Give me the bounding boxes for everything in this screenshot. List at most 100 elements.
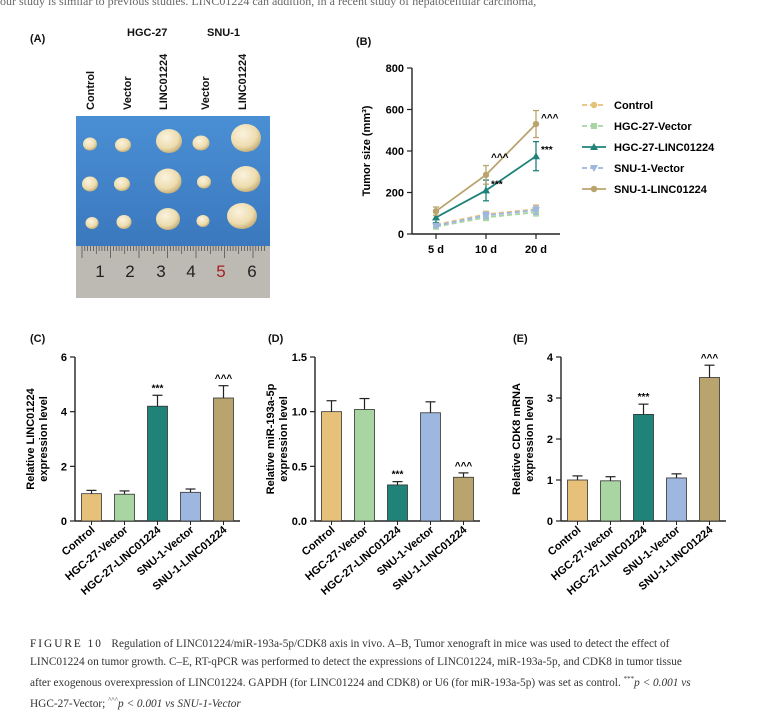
legend-label: SNU-1-Vector — [614, 163, 685, 175]
x-tick-label: 10 d — [475, 244, 497, 256]
bar — [213, 397, 234, 522]
y-tick-label: 800 — [386, 63, 404, 75]
data-point — [590, 101, 598, 109]
column-label-control: Control — [85, 70, 97, 110]
significance-label: *** — [392, 470, 404, 481]
bar — [567, 479, 588, 522]
significance-label: ^^^ — [491, 152, 509, 163]
bar — [180, 491, 201, 522]
svg-text:4: 4 — [186, 262, 195, 281]
panel-label-c: (C) — [30, 333, 46, 345]
bar — [420, 412, 441, 522]
caption-line-4-tail: p < 0.001 vs SNU-1-Vector — [117, 698, 241, 711]
group-label-hgc27: HGC-27 — [127, 27, 168, 39]
column-label-hgc-vector: Vector — [122, 76, 134, 110]
data-point — [590, 185, 598, 193]
data-point — [432, 222, 440, 230]
caption-line-3: after exogenous overexpression of LINC01… — [30, 676, 621, 689]
y-tick-label: 400 — [386, 146, 404, 158]
panel-label-a: (A) — [30, 33, 46, 45]
bar — [321, 411, 342, 522]
svg-text:5: 5 — [216, 262, 225, 281]
svg-text:6: 6 — [247, 262, 256, 281]
caption-sig-1: *** — [623, 675, 635, 683]
significance-label: ^^^ — [541, 113, 559, 124]
y-tick-label: 600 — [386, 105, 404, 117]
y-tick-label: 4 — [547, 352, 554, 364]
svg-text:3: 3 — [156, 262, 165, 281]
mir193a-bar-chart: 0.0 0.5 1.0 1.5 Relative miR-193a-5pexpressi… — [265, 352, 480, 598]
y-tick-label: 2 — [547, 434, 553, 446]
y-tick-label: 0 — [398, 229, 404, 241]
y-axis-label: Relative CDK8 mRNAexpression level — [511, 383, 536, 495]
y-axis-label-line: expression level — [38, 396, 50, 482]
caption-sig-2: ^^^ — [108, 696, 118, 705]
bar — [453, 476, 474, 522]
bar — [354, 409, 375, 522]
column-label-hgc-linc: LINC01224 — [158, 53, 170, 110]
legend-label: HGC-27-Vector — [614, 121, 692, 133]
y-axis-label-line: expression level — [278, 396, 290, 482]
y-axis-label: Tumor size (mm³) — [361, 105, 373, 196]
y-tick-label: 2 — [61, 461, 67, 473]
legend-label: SNU-1-LINC01224 — [614, 184, 708, 196]
significance-label: *** — [541, 145, 553, 156]
tumor-xenograft-photo: 1 2 3 4 5 6 — [76, 116, 270, 298]
y-axis-label: Relative LINC01224expression level — [25, 387, 50, 489]
y-tick-label: 1 — [547, 475, 553, 487]
caption-line-2: LINC01224 on tumor growth. C–E, RT-qPCR … — [30, 655, 682, 668]
bar — [600, 480, 621, 522]
panel-label-e: (E) — [513, 333, 528, 345]
panel-label-d: (D) — [268, 333, 284, 345]
bar — [666, 477, 687, 522]
x-tick-label: 20 d — [525, 244, 547, 256]
tumor-size-line-chart: 0 200 400 600 800 5 d 10 d 20 d Tumor size (mm³)… — [361, 63, 715, 256]
svg-text:2: 2 — [125, 262, 134, 281]
y-tick-label: 0.5 — [292, 461, 307, 473]
y-tick-label: 6 — [61, 352, 67, 364]
significance-label: *** — [152, 383, 164, 394]
column-label-snu-vector: Vector — [200, 76, 212, 110]
y-axis-label: Relative miR-193a-5pexpression level — [265, 383, 290, 494]
bar — [633, 414, 654, 522]
y-axis-label-line: Relative CDK8 mRNA — [511, 383, 523, 495]
y-axis-label-line: Relative LINC01224 — [25, 387, 37, 489]
figure-label: FIGURE 10 — [30, 638, 103, 650]
ruler-numbers: 1 2 3 4 5 6 — [95, 262, 256, 281]
figure-caption: FIGURE 10 Regulation of LINC01224/miR-19… — [30, 636, 730, 714]
significance-label: ^^^ — [455, 461, 473, 472]
ruler — [76, 246, 270, 298]
y-tick-label: 1.5 — [292, 352, 307, 364]
y-tick-label: 0 — [61, 516, 67, 528]
data-point — [532, 207, 540, 215]
bar — [699, 377, 720, 522]
y-axis-label-line: expression level — [524, 396, 536, 482]
bar — [387, 484, 408, 522]
caption-line-4: HGC-27-Vector; — [30, 698, 106, 711]
data-point — [482, 171, 490, 179]
panel-label-b: (B) — [356, 36, 372, 48]
significance-label: ^^^ — [215, 374, 233, 385]
legend-label: Control — [614, 100, 653, 112]
tumor-samples — [82, 124, 261, 230]
significance-label: *** — [638, 392, 650, 403]
ruler-ticks — [81, 246, 265, 258]
bar — [114, 493, 135, 522]
column-label-snu-linc: LINC01224 — [237, 53, 249, 110]
data-point — [482, 186, 490, 194]
bar — [147, 405, 168, 522]
y-tick-label: 0 — [547, 516, 553, 528]
bar — [81, 493, 102, 522]
data-point — [532, 152, 540, 160]
caption-line-1: Regulation of LINC01224/miR-193a-5p/CDK8… — [111, 638, 670, 650]
y-tick-label: 200 — [386, 188, 404, 200]
data-point — [482, 212, 490, 220]
data-point — [432, 207, 440, 215]
data-point — [590, 143, 598, 150]
y-tick-label: 0.0 — [292, 516, 307, 528]
y-axis-label-line: Relative miR-193a-5p — [265, 383, 277, 494]
data-point — [432, 213, 440, 221]
y-tick-label: 3 — [547, 393, 553, 405]
